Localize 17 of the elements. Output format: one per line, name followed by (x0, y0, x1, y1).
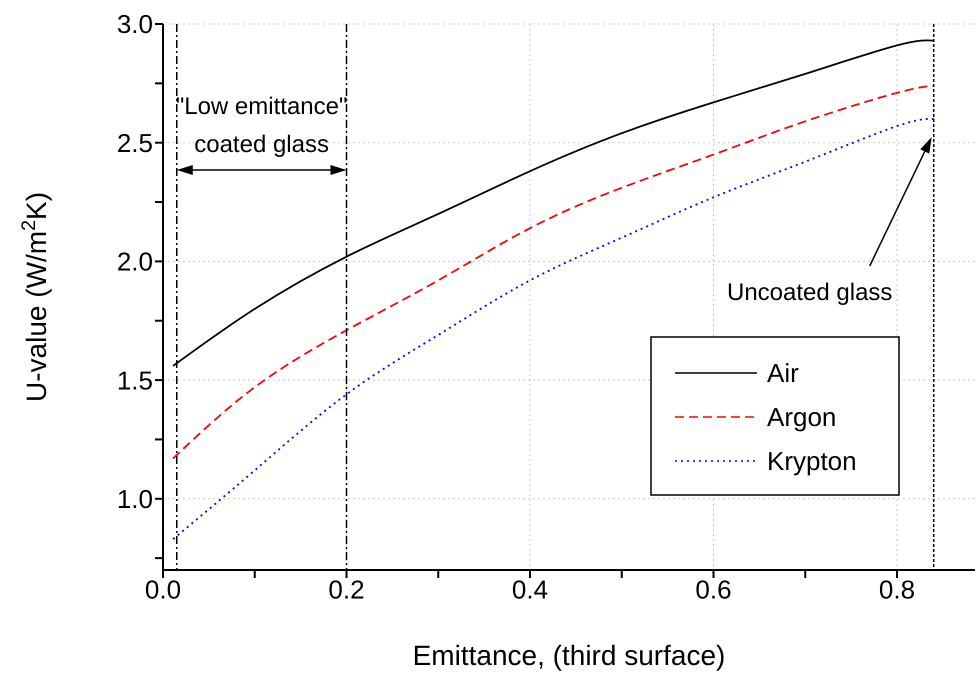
legend-label: Krypton (767, 446, 857, 476)
legend-label: Argon (767, 402, 836, 432)
x-tick-label: 0.8 (878, 574, 916, 604)
x-axis-title: Emittance, (third surface) (412, 640, 726, 671)
line-series (172, 118, 935, 540)
y-tick-label: 2.0 (116, 246, 153, 277)
y-tick-label: 1.0 (116, 484, 153, 514)
annotation: "Low emittance" coated glass (176, 93, 348, 158)
annotation: Uncoated glass (726, 279, 892, 306)
x-tick-label: 0.0 (144, 574, 182, 604)
legend-label: Air (767, 358, 800, 388)
y-tick-label: 3.0 (116, 9, 153, 40)
x-tick-label: 0.2 (328, 574, 365, 604)
x-tick-label: 0.4 (512, 574, 548, 604)
x-tick-label: 0.6 (695, 574, 732, 604)
y-tick-label: 1.5 (116, 365, 153, 396)
y-tick-label: 2.5 (116, 128, 153, 158)
